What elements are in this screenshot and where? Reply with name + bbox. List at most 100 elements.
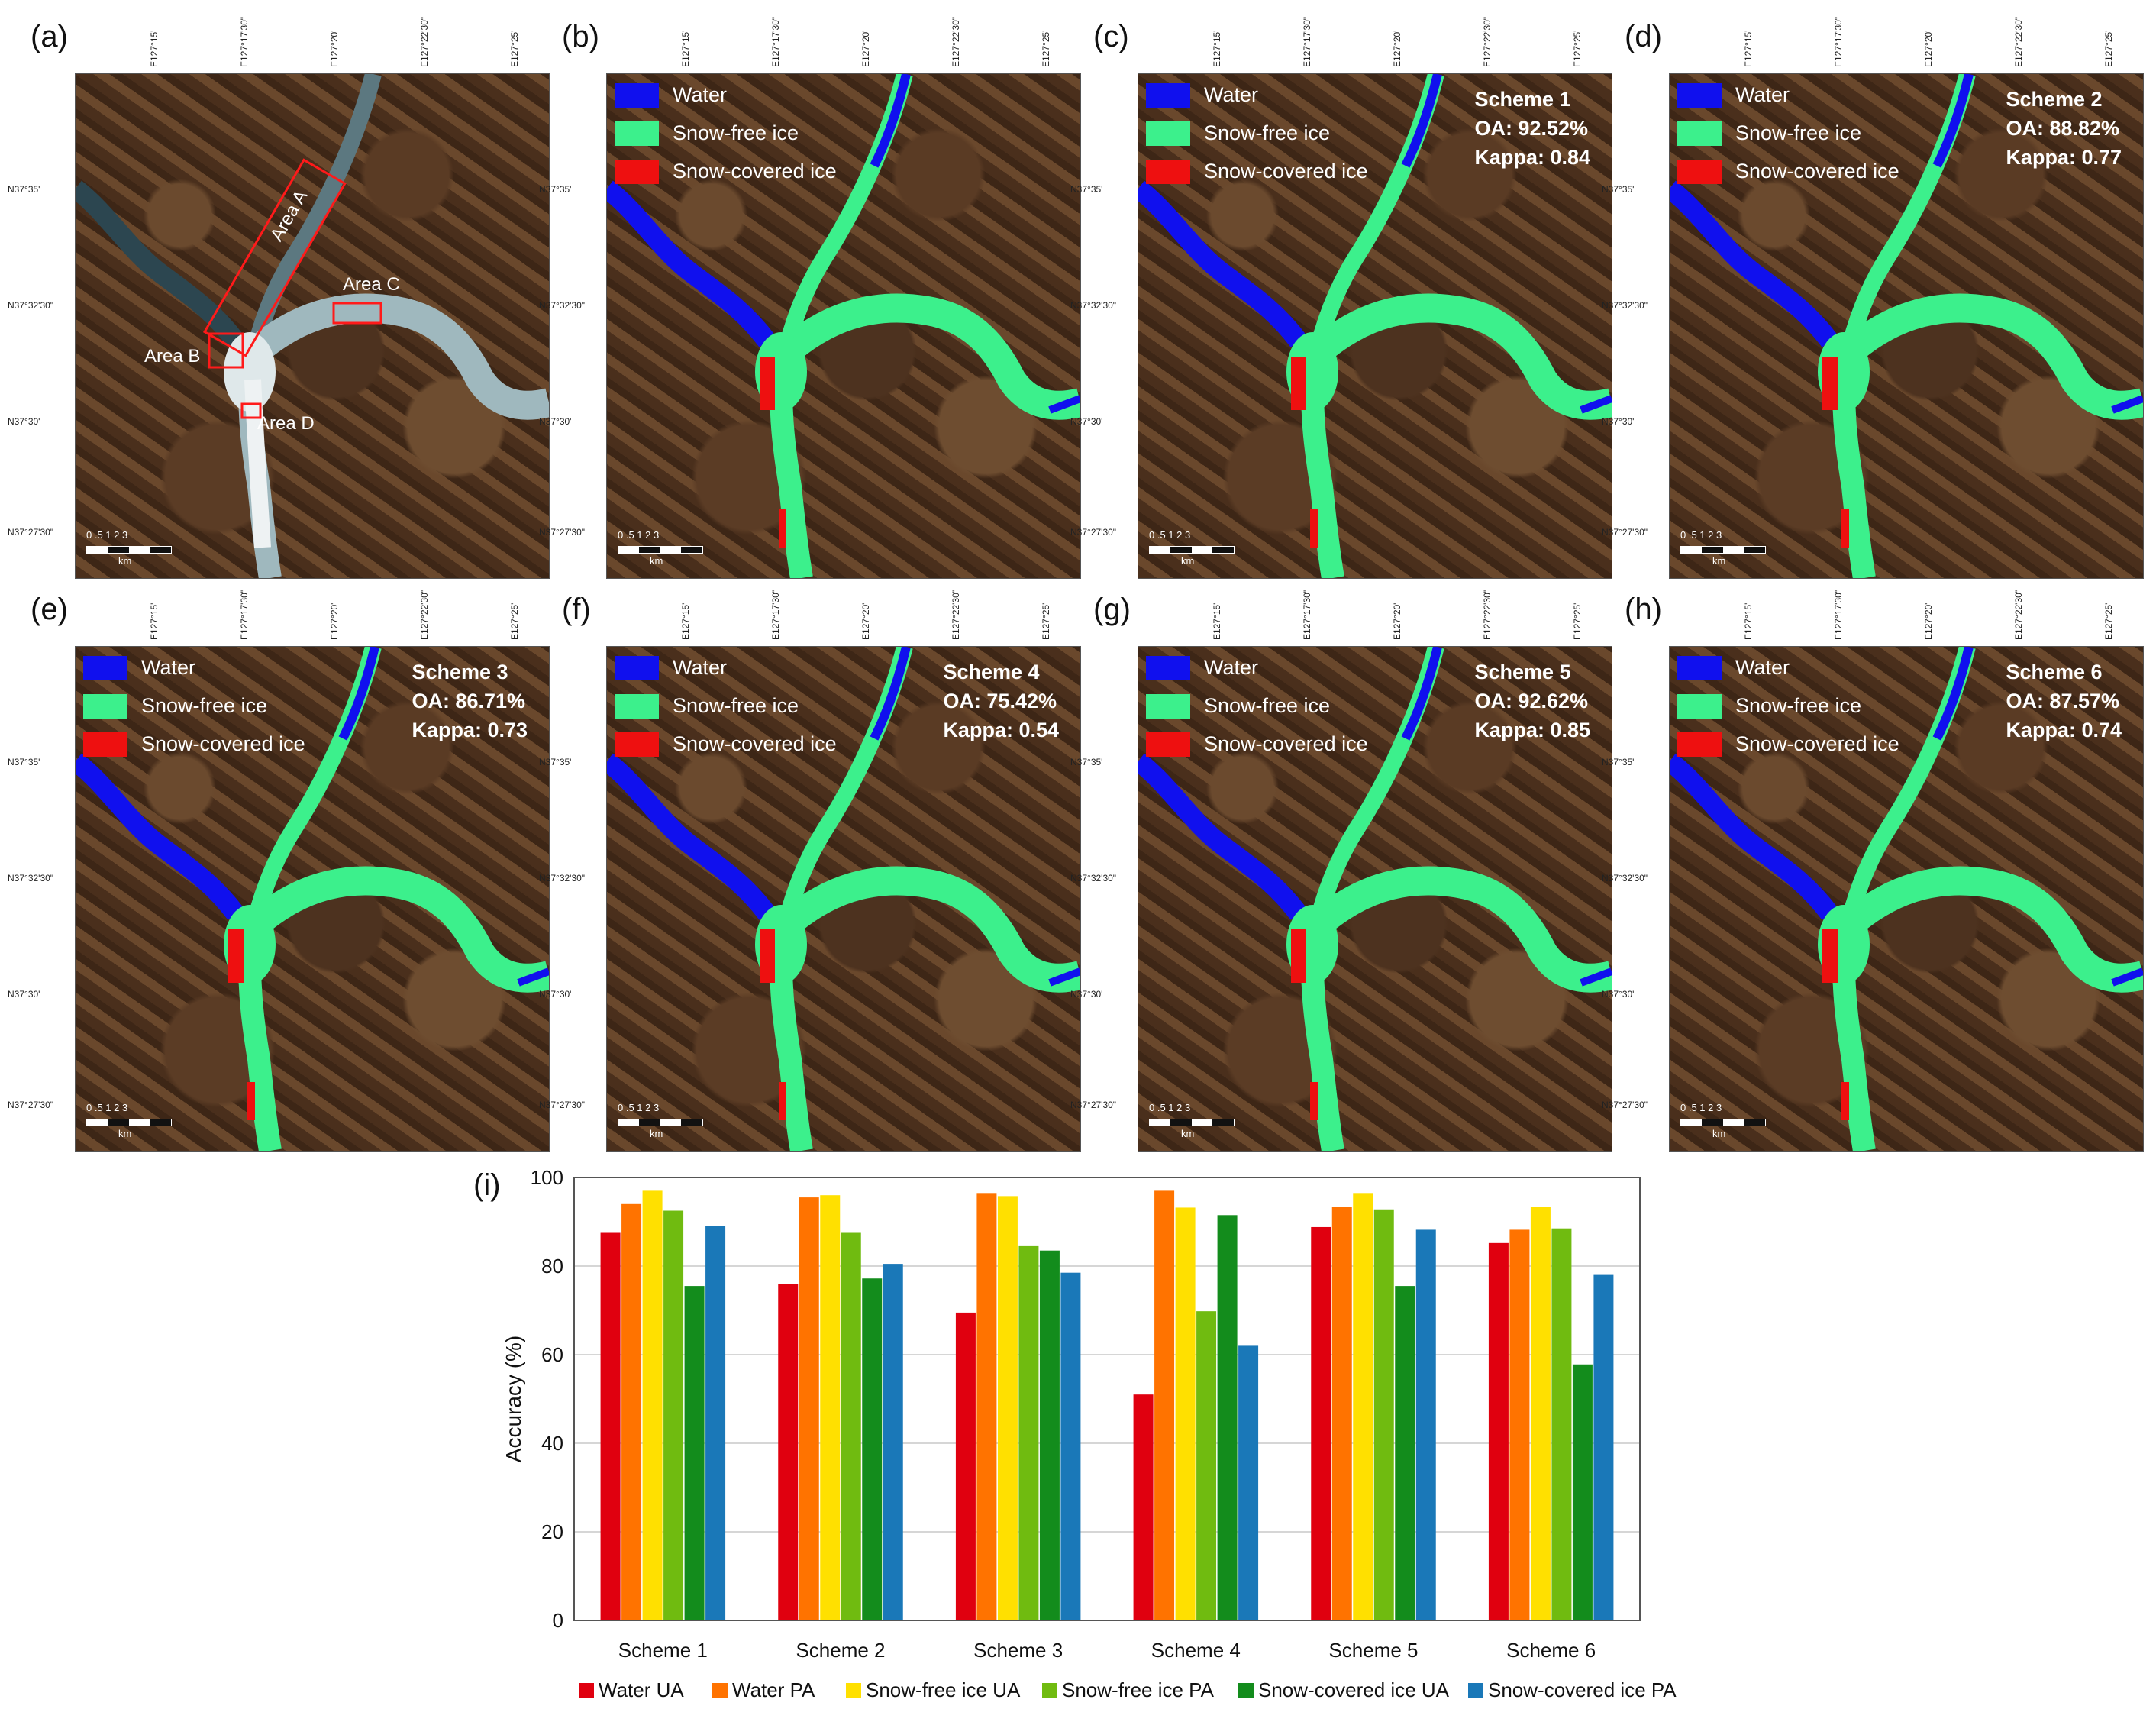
longitude-label: E127°20' xyxy=(1392,602,1402,640)
panel-letter: (d) xyxy=(1625,20,1662,53)
legend-label: Snow-free ice xyxy=(673,121,799,144)
panel-letter: (c) xyxy=(1093,20,1129,53)
legend-label: Water PA xyxy=(732,1678,815,1701)
scale-ticks: 0 .5 1 2 3 xyxy=(1680,529,1722,541)
map-legend-item: Snow-covered ice xyxy=(83,728,335,761)
legend-swatch xyxy=(83,732,127,757)
scale-bar-graphic xyxy=(1149,546,1235,554)
latitude-label: N37°27'30" xyxy=(8,1100,54,1110)
legend-label: Snow-covered ice PA xyxy=(1488,1678,1677,1701)
accuracy-bar-chart: 0 20 40 60 80 100 Accuracy (%) Scheme 1 Scheme 2… xyxy=(502,1166,1677,1701)
bar xyxy=(1509,1229,1530,1620)
snow-covered-strip xyxy=(1841,509,1849,548)
legend-swatch xyxy=(1238,1683,1254,1698)
longitude-label: E127°22'30" xyxy=(2012,589,2024,640)
scale-bar: 0 .5 1 2 3 km xyxy=(1680,1102,1780,1140)
river-west-branch xyxy=(607,753,776,920)
legend-label: Snow-free ice UA xyxy=(866,1678,1021,1701)
plot-frame xyxy=(573,1177,1641,1621)
legend-swatch xyxy=(1042,1683,1057,1698)
classification-map: Water Snow-free ice Snow-covered ice 0 .5 1… xyxy=(606,73,1081,579)
classification-map: Water Snow-free ice Snow-covered ice Scheme… xyxy=(1138,73,1612,579)
legend-swatch xyxy=(615,121,659,146)
panel-letter: (g) xyxy=(1093,593,1131,626)
longitude-label: E127°22'30" xyxy=(418,589,430,640)
legend-swatch xyxy=(1677,160,1722,184)
river-overlay xyxy=(76,647,549,1151)
river-north-water xyxy=(338,647,379,741)
legend-label: Snow-free ice xyxy=(1204,694,1331,717)
latitude-label: N37°35' xyxy=(1070,757,1103,768)
scheme-accuracy-text: Scheme 2 OA: 88.82% Kappa: 0.77 xyxy=(2006,85,2122,172)
area-label: Area D xyxy=(257,413,315,434)
latitude-label: N37°35' xyxy=(8,757,40,768)
scheme-stat: OA: 87.57% xyxy=(2006,690,2120,712)
scale-unit: km xyxy=(650,555,663,567)
river-north-water xyxy=(870,647,911,741)
scale-unit: km xyxy=(1181,1128,1195,1139)
bar xyxy=(1530,1207,1551,1620)
river-east-water xyxy=(1048,967,1080,987)
map-legend-item: Water xyxy=(1677,79,1929,112)
scale-bar: 0 .5 1 2 3 km xyxy=(618,529,717,567)
latitude-label: N37°32'30" xyxy=(539,873,586,883)
bar xyxy=(705,1226,726,1620)
scale-unit: km xyxy=(1181,555,1195,567)
latitude-label: N37°30' xyxy=(8,415,40,427)
classification-map: Water Snow-free ice Snow-covered ice Scheme… xyxy=(606,646,1081,1152)
map-legend-item: Snow-covered ice xyxy=(1146,155,1398,189)
x-tick-label: Scheme 6 xyxy=(1506,1639,1596,1662)
latitude-label: N37°32'30" xyxy=(8,873,54,883)
panel-letter-i: (i) xyxy=(473,1168,501,1202)
scheme-stat: Scheme 4 xyxy=(943,661,1040,683)
scale-unit: km xyxy=(1712,555,1726,567)
longitude-label: E127°15' xyxy=(1743,30,1754,67)
area-a-box xyxy=(202,158,347,357)
latitude-label: N37°35' xyxy=(1602,184,1635,195)
scale-unit: km xyxy=(650,1128,663,1139)
river-east-water xyxy=(1048,395,1080,414)
legend-label: Snow-covered ice UA xyxy=(1258,1678,1450,1701)
river-overlay xyxy=(607,647,1080,1151)
map-legend-item: Water xyxy=(1677,651,1929,685)
bar xyxy=(1373,1209,1394,1620)
scheme-accuracy-text: Scheme 5 OA: 92.62% Kappa: 0.85 xyxy=(1474,657,1590,745)
legend-swatch xyxy=(1677,121,1722,146)
legend-swatch xyxy=(615,83,659,108)
scheme-stat: OA: 88.82% xyxy=(2006,117,2120,140)
scheme-accuracy-text: Scheme 4 OA: 75.42% Kappa: 0.54 xyxy=(943,657,1059,745)
scheme-stat: Kappa: 0.54 xyxy=(943,719,1059,741)
snow-covered-patch xyxy=(1291,929,1306,983)
legend-swatch xyxy=(615,160,659,184)
river-east-water xyxy=(517,967,549,987)
river-east-water xyxy=(1580,967,1612,987)
bar xyxy=(1060,1272,1081,1620)
longitude-label: E127°15' xyxy=(1212,30,1223,67)
scale-bar-graphic xyxy=(618,546,703,554)
scale-bar: 0 .5 1 2 3 km xyxy=(1149,1102,1248,1140)
scale-bar-graphic xyxy=(1680,546,1766,554)
map-legend-item: Snow-free ice xyxy=(1146,690,1398,723)
longitude-label: E127°15' xyxy=(680,30,692,67)
longitude-label: E127°17'30" xyxy=(1833,589,1845,640)
longitude-label: E127°20' xyxy=(860,602,871,640)
legend-swatch xyxy=(846,1683,861,1698)
river-east-meander xyxy=(1312,293,1612,420)
scale-bar-graphic xyxy=(86,546,172,554)
legend-label: Snow-covered ice xyxy=(1204,732,1368,755)
longitude-label: E127°25' xyxy=(2103,602,2114,640)
latitude-label: N37°32'30" xyxy=(1070,300,1117,311)
longitude-label: E127°25' xyxy=(2103,30,2114,67)
snow-covered-patch xyxy=(760,357,775,410)
legend-label: Snow-free ice xyxy=(1735,694,1862,717)
latitude-label: N37°35' xyxy=(1602,757,1635,768)
scheme-stat: Kappa: 0.85 xyxy=(1474,719,1590,741)
river-north-water xyxy=(870,74,911,168)
panel-letter: (f) xyxy=(562,593,591,626)
latitude-label: N37°27'30" xyxy=(539,527,586,538)
scheme-stat: Scheme 1 xyxy=(1474,88,1571,111)
legend-swatch xyxy=(1677,656,1722,680)
latitude-label: N37°30' xyxy=(539,415,572,427)
longitude-label: E127°17'30" xyxy=(239,589,250,640)
latitude-label: N37°30' xyxy=(539,988,572,1000)
